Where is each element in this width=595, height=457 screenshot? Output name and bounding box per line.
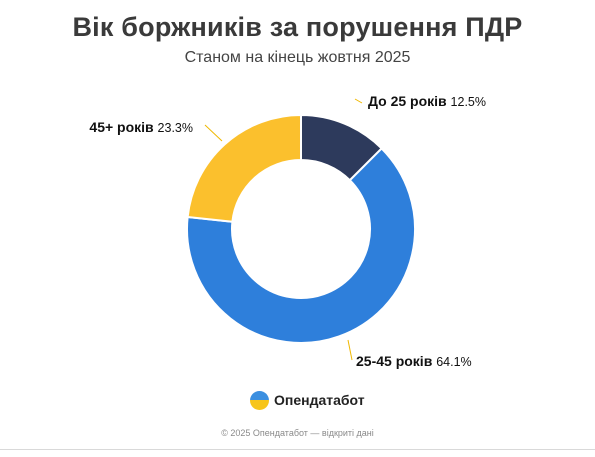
slice-label-2: 25-45 років 64.1% [356,353,472,369]
slice-label-name: До 25 років [368,93,451,109]
pie-slice-2 [186,147,416,344]
bottom-divider [0,449,595,450]
leader-line-1 [354,98,363,104]
opendatabot-logo-icon [250,390,269,410]
slice-label-name: 25-45 років [356,353,436,369]
chart-subtitle: Станом на кінець жовтня 2025 [184,49,411,66]
brand: Опендатабот [250,389,365,411]
slice-label-1: До 25 років 12.5% [368,93,486,109]
footer-copyright: © 2025 Опендатабот — відкриті дані [221,428,374,438]
leader-line-2 [347,339,353,361]
pie-slice-3 [186,113,302,223]
slice-label-name: 45+ років [89,119,157,135]
chart-title: Вік боржників за порушення ПДР [72,12,523,42]
leader-line-3 [204,124,223,142]
slice-label-3: 45+ років 23.3% [89,119,193,135]
slice-label-value: 23.3% [158,121,193,135]
brand-name: Опендатабот [274,392,365,408]
slice-label-value: 64.1% [436,355,471,369]
slice-label-value: 12.5% [451,95,486,109]
